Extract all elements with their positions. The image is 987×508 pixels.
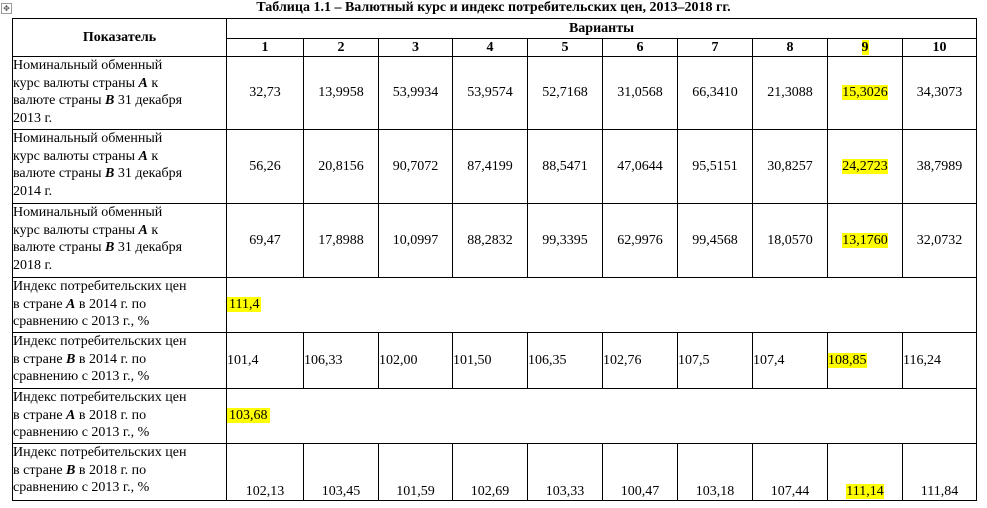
value-cell: 107,4 bbox=[752, 332, 828, 389]
value-cell-highlighted: 15,3026 bbox=[827, 56, 903, 130]
currency-table: Показатель Варианты 1 2 3 4 5 6 7 8 9 10… bbox=[12, 18, 977, 501]
value-cell: 103,18 bbox=[677, 443, 753, 501]
variant-number-highlighted: 9 bbox=[827, 38, 903, 57]
value-cell: 62,9976 bbox=[602, 203, 678, 278]
table-row: Номинальный обменный курс валюты страны … bbox=[12, 129, 977, 204]
variant-number: 7 bbox=[677, 38, 753, 57]
value-cell: 102,76 bbox=[602, 332, 678, 389]
value-cell: 106,33 bbox=[303, 332, 379, 389]
value-cell: 111,84 bbox=[902, 443, 977, 501]
value-cell: 103,45 bbox=[303, 443, 379, 501]
variants-header: Варианты bbox=[226, 18, 977, 39]
table-row: Индекс потребительских цен в стране A в … bbox=[12, 388, 977, 444]
value-cell: 116,24 bbox=[902, 332, 977, 389]
value-cell-highlighted: 108,85 bbox=[827, 332, 903, 389]
value-cell: 88,5471 bbox=[527, 129, 603, 204]
table-move-handle-icon[interactable]: ✥ bbox=[1, 3, 12, 14]
variant-number: 5 bbox=[527, 38, 603, 57]
value-cell: 17,8988 bbox=[303, 203, 379, 278]
value-cell: 103,33 bbox=[527, 443, 603, 501]
value-cell: 30,8257 bbox=[752, 129, 828, 204]
variant-number: 10 bbox=[902, 38, 977, 57]
variant-number: 2 bbox=[303, 38, 379, 57]
value-cell: 38,7989 bbox=[902, 129, 977, 204]
variant-number: 6 bbox=[602, 38, 678, 57]
value-cell: 107,5 bbox=[677, 332, 753, 389]
row-label: Индекс потребительских цен в стране B в … bbox=[12, 443, 227, 501]
value-cell: 32,0732 bbox=[902, 203, 977, 278]
variant-number-9: 9 bbox=[861, 39, 869, 55]
table-row: Индекс потребительских цен в стране B в … bbox=[12, 332, 977, 389]
value-cell: 106,35 bbox=[527, 332, 603, 389]
table-row: Номинальный обменный курс валюты страны … bbox=[12, 56, 977, 130]
row-label: Индекс потребительских цен в стране A в … bbox=[12, 388, 227, 444]
value-cell: 56,26 bbox=[226, 129, 304, 204]
value-cell: 69,47 bbox=[226, 203, 304, 278]
value-cell: 90,7072 bbox=[378, 129, 453, 204]
table-row: Индекс потребительских цен в стране B в … bbox=[12, 443, 977, 501]
value-cell: 101,4 bbox=[226, 332, 304, 389]
variant-number: 8 bbox=[752, 38, 828, 57]
value-cell: 21,3088 bbox=[752, 56, 828, 130]
value-cell-merged: 111,4 bbox=[226, 277, 977, 333]
table-row: Индекс потребительских цен в стране A в … bbox=[12, 277, 977, 333]
value-cell: 101,50 bbox=[452, 332, 528, 389]
value-cell: 88,2832 bbox=[452, 203, 528, 278]
value-cell: 53,9574 bbox=[452, 56, 528, 130]
variant-number: 3 bbox=[378, 38, 453, 57]
row-label: Индекс потребительских цен в стране B в … bbox=[12, 332, 227, 389]
value-cell: 99,3395 bbox=[527, 203, 603, 278]
value-cell-highlighted: 13,1760 bbox=[827, 203, 903, 278]
value-cell: 107,44 bbox=[752, 443, 828, 501]
variant-number: 4 bbox=[452, 38, 528, 57]
value-cell-highlighted: 24,2723 bbox=[827, 129, 903, 204]
value-cell: 95,5151 bbox=[677, 129, 753, 204]
row-label: Номинальный обменный курс валюты страны … bbox=[12, 203, 227, 278]
variant-number: 1 bbox=[226, 38, 304, 57]
value-cell: 10,0997 bbox=[378, 203, 453, 278]
value-cell: 13,9958 bbox=[303, 56, 379, 130]
value-cell: 20,8156 bbox=[303, 129, 379, 204]
value-cell-merged: 103,68 bbox=[226, 388, 977, 444]
value-cell: 53,9934 bbox=[378, 56, 453, 130]
value-cell: 66,3410 bbox=[677, 56, 753, 130]
value-cell: 87,4199 bbox=[452, 129, 528, 204]
value-cell: 102,69 bbox=[452, 443, 528, 501]
value-cell-highlighted: 111,14 bbox=[827, 443, 903, 501]
value-cell: 32,73 bbox=[226, 56, 304, 130]
value-cell: 18,0570 bbox=[752, 203, 828, 278]
indicator-header: Показатель bbox=[12, 18, 227, 57]
value-cell: 102,00 bbox=[378, 332, 453, 389]
value-cell: 99,4568 bbox=[677, 203, 753, 278]
table-title: Таблица 1.1 – Валютный курс и индекс пот… bbox=[256, 0, 731, 15]
value-cell: 52,7168 bbox=[527, 56, 603, 130]
value-cell: 100,47 bbox=[602, 443, 678, 501]
value-cell: 34,3073 bbox=[902, 56, 977, 130]
value-cell: 102,13 bbox=[226, 443, 304, 501]
table-row: Номинальный обменный курс валюты страны … bbox=[12, 203, 977, 278]
value-cell: 101,59 bbox=[378, 443, 453, 501]
value-cell: 31,0568 bbox=[602, 56, 678, 130]
row-label: Номинальный обменный курс валюты страны … bbox=[12, 56, 227, 130]
row-label: Индекс потребительских цен в стране A в … bbox=[12, 277, 227, 333]
row-label: Номинальный обменный курс валюты страны … bbox=[12, 129, 227, 204]
value-cell: 47,0644 bbox=[602, 129, 678, 204]
